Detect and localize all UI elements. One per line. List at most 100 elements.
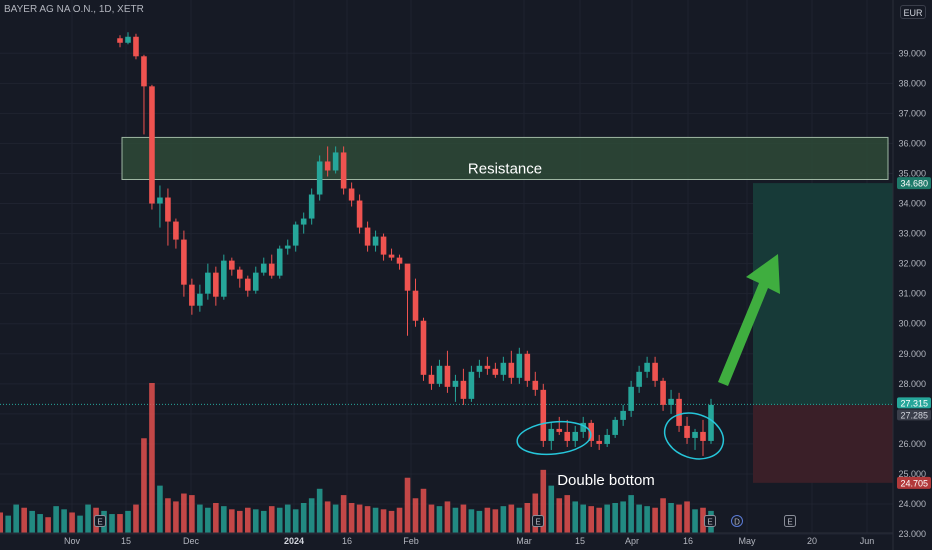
candle-body	[213, 272, 219, 297]
time-axis[interactable]: Nov 15 Dec 2024 16 Feb Mar 15 Apr 16 May 20 Jun	[0, 532, 893, 546]
volume-bar	[556, 498, 563, 533]
volume-bar	[348, 503, 355, 533]
candle	[205, 263, 211, 300]
candle-body	[684, 425, 690, 438]
candle-body	[460, 380, 467, 399]
candle	[548, 422, 555, 450]
candle	[276, 245, 283, 279]
event-marker: E	[94, 515, 106, 527]
candle	[668, 389, 674, 414]
volume-bar	[173, 501, 179, 533]
price-axis[interactable]: 23.00024.00025.00026.00027.00028.00029.0…	[892, 0, 932, 550]
candle-body	[276, 248, 283, 276]
candle-body	[348, 188, 355, 201]
candle-body	[500, 362, 507, 375]
candle	[452, 374, 459, 402]
candle	[237, 266, 243, 288]
candle	[340, 146, 347, 195]
candle	[468, 365, 475, 402]
candle	[181, 230, 187, 297]
volume-bar	[37, 514, 43, 533]
candle	[652, 356, 658, 387]
candle	[700, 419, 706, 456]
double-bottom-label: Double bottom	[557, 472, 655, 489]
volume-bar	[125, 510, 131, 533]
volume-bar	[484, 507, 491, 533]
target-price-tag-text: 34.680	[900, 179, 928, 189]
event-marker-label: E	[707, 518, 712, 527]
candle	[692, 428, 698, 450]
candle	[428, 365, 435, 390]
current-price-tag-text: 27.315	[900, 398, 928, 408]
candle	[684, 416, 690, 444]
candle-body	[676, 398, 682, 426]
time-tick-label: 15	[575, 536, 585, 546]
candle-body	[308, 194, 315, 219]
candle	[284, 239, 291, 255]
currency-button[interactable]: EUR	[900, 5, 926, 19]
stop-price-tag-background	[897, 476, 931, 489]
volume-bar	[636, 504, 642, 533]
event-marker-label: E	[787, 518, 792, 527]
candle	[580, 416, 587, 438]
price-axis-background	[893, 0, 932, 550]
candle-body	[364, 227, 371, 246]
candle-body	[444, 365, 451, 387]
candle-body	[340, 152, 347, 189]
volume-bar	[268, 506, 275, 533]
candle-body	[436, 365, 443, 384]
candle	[221, 254, 227, 300]
volume-bar	[324, 501, 331, 533]
volume-bar	[452, 507, 459, 533]
candle	[516, 347, 523, 384]
price-tick-label: 29.000	[898, 349, 926, 359]
volume-bar	[29, 510, 35, 533]
candle-body	[420, 320, 427, 375]
candle-body	[548, 428, 555, 441]
time-tick-label: Dec	[183, 536, 200, 546]
volume-bar	[292, 509, 299, 533]
volume-bar	[340, 495, 347, 533]
candle	[532, 371, 539, 396]
volume-bar	[61, 509, 67, 533]
candle-body	[252, 272, 259, 291]
time-tick-label: Apr	[625, 536, 639, 546]
volume-bar	[564, 495, 571, 533]
volume-bar	[149, 383, 155, 533]
candle	[484, 356, 491, 375]
volume-bar	[21, 507, 27, 533]
stop-price-tag-text: 24.705	[900, 478, 928, 488]
candle-body	[476, 365, 483, 372]
candle-body	[636, 371, 642, 387]
volume-bar	[628, 495, 634, 533]
candle	[260, 257, 267, 276]
last-price-tag-text: 27.285	[900, 410, 928, 420]
volume-bar	[316, 488, 323, 533]
candle	[620, 404, 626, 426]
candle-body	[237, 269, 243, 279]
event-marker: E	[532, 515, 544, 527]
resistance-zone	[121, 136, 889, 180]
volume-bar	[460, 504, 467, 533]
volume-bar	[588, 506, 594, 533]
volume-bar	[53, 506, 59, 533]
volume-bar	[380, 509, 387, 533]
volume-bar	[652, 507, 658, 533]
volume-bar	[420, 488, 427, 533]
price-tick-label: 23.000	[898, 529, 926, 539]
candle	[308, 188, 315, 225]
candle	[388, 248, 395, 261]
earnings-icon	[784, 515, 796, 527]
volume-bar	[548, 485, 555, 533]
time-tick-label: Feb	[403, 536, 419, 546]
candle-body	[596, 440, 602, 444]
volume-bar	[85, 504, 91, 533]
price-tick-label: 32.000	[898, 259, 926, 269]
candle-body	[484, 365, 491, 369]
volume-bar	[157, 485, 163, 533]
volume-bar	[604, 504, 610, 533]
candle	[229, 257, 235, 276]
candle	[197, 284, 203, 312]
candle-body	[428, 374, 435, 384]
